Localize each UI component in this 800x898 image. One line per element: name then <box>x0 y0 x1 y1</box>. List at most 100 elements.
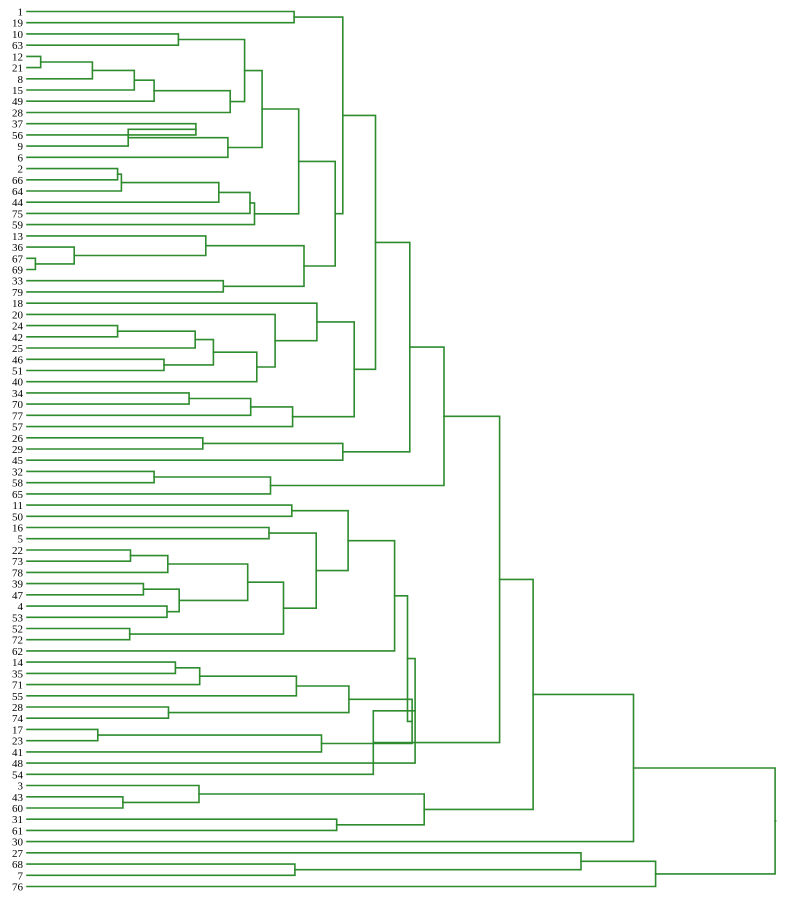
cluster-link <box>342 114 377 371</box>
cluster-link <box>177 38 246 103</box>
leaf-label: 47 <box>12 590 24 602</box>
cluster-link <box>26 167 119 181</box>
cluster-link <box>291 321 355 418</box>
leaf-label: 13 <box>12 231 24 243</box>
leaf-label: 57 <box>12 422 24 434</box>
cluster-link <box>26 279 225 293</box>
leaf-label: 64 <box>12 186 24 198</box>
leaf-label: 44 <box>12 197 24 209</box>
leaf-label: 2 <box>18 164 24 176</box>
cluster-link <box>26 657 416 764</box>
leaf-label: 23 <box>12 736 24 748</box>
cluster-link <box>26 860 657 888</box>
cluster-link <box>26 667 201 686</box>
leaf-label: 28 <box>12 107 24 119</box>
leaf-label: 60 <box>12 803 24 815</box>
leaf-label: 49 <box>12 96 24 108</box>
leaf-label: 5 <box>18 534 24 546</box>
cluster-link <box>26 406 294 428</box>
cluster-link <box>26 818 338 832</box>
leaf-label: 26 <box>12 433 24 445</box>
cluster-link <box>26 397 252 417</box>
leaf-label: 32 <box>12 466 23 478</box>
cluster-link <box>26 675 298 697</box>
leaf-label: 31 <box>12 814 23 826</box>
leaf-label: 72 <box>12 635 23 647</box>
leaf-label: 78 <box>12 567 24 579</box>
leaf-label: 35 <box>12 668 24 680</box>
cluster-link <box>26 728 99 742</box>
cluster-link <box>26 173 123 192</box>
leaf-label: 36 <box>12 242 24 254</box>
cluster-link <box>26 661 177 675</box>
cluster-link <box>26 549 132 562</box>
cluster-link <box>253 108 300 215</box>
leaf-label: 50 <box>12 511 24 523</box>
cluster-link <box>26 246 75 265</box>
cluster-link <box>26 582 145 596</box>
leaf-label: 10 <box>12 29 24 41</box>
leaf-label: 73 <box>12 556 24 568</box>
cluster-link <box>26 442 344 461</box>
cluster-link <box>163 338 215 366</box>
leaf-label: 19 <box>12 18 24 30</box>
cluster-link <box>26 69 136 91</box>
cluster-link <box>26 10 295 24</box>
leaf-label: 6 <box>18 152 24 164</box>
leaf-label: 70 <box>12 399 24 411</box>
cluster-link <box>268 532 317 609</box>
cluster-link <box>26 863 296 877</box>
cluster-link <box>26 351 258 383</box>
leaf-label: 62 <box>12 646 23 658</box>
leaf-label: 77 <box>12 410 24 422</box>
cluster-link <box>26 330 196 349</box>
leaf-label: 45 <box>12 455 24 467</box>
cluster-link <box>26 392 190 405</box>
leaf-labels: 1191063122181549283756962666444755913366… <box>12 7 24 894</box>
leaf-label: 75 <box>12 208 24 220</box>
cluster-link <box>26 33 180 46</box>
cluster-link <box>320 698 413 745</box>
leaf-label: 24 <box>12 321 24 333</box>
leaf-label: 28 <box>12 702 24 714</box>
cluster-link <box>26 627 131 641</box>
leaf-label: 34 <box>12 388 24 400</box>
leaf-label: 21 <box>12 63 23 75</box>
leaf-label: 71 <box>12 680 23 692</box>
leaf-label: 63 <box>12 40 24 52</box>
cluster-link <box>26 852 582 871</box>
leaf-label: 52 <box>12 623 23 635</box>
leaf-label: 76 <box>12 882 24 894</box>
cluster-link <box>26 526 270 540</box>
cluster-link <box>291 509 349 572</box>
leaf-label: 39 <box>12 579 24 591</box>
leaf-label: 40 <box>12 377 24 389</box>
leaf-label: 42 <box>12 332 23 344</box>
leaf-label: 41 <box>12 747 23 759</box>
leaf-label: 65 <box>12 489 24 501</box>
leaf-label: 54 <box>12 769 24 781</box>
cluster-link <box>26 61 94 80</box>
cluster-link <box>26 784 200 804</box>
leaf-label: 74 <box>12 713 24 725</box>
cluster-link <box>26 235 207 257</box>
leaf-label: 69 <box>12 265 24 277</box>
leaf-label: 53 <box>12 612 24 624</box>
leaf-label: 11 <box>12 500 23 512</box>
leaf-label: 15 <box>12 85 24 97</box>
cluster-link <box>26 710 416 776</box>
leaf-label: 3 <box>18 781 24 793</box>
leaf-label: 37 <box>12 119 24 131</box>
leaf-label: 56 <box>12 130 24 142</box>
leaf-label: 17 <box>12 724 24 736</box>
leaf-label: 61 <box>12 825 23 837</box>
cluster-link <box>372 415 501 744</box>
leaf-label: 12 <box>12 51 23 63</box>
leaf-label: 9 <box>18 141 24 153</box>
leaf-label: 25 <box>12 343 24 355</box>
cluster-link <box>26 181 220 203</box>
leaf-label: 58 <box>12 478 24 490</box>
cluster-link <box>26 796 124 809</box>
cluster-link <box>26 437 204 450</box>
cluster-link <box>26 504 293 518</box>
